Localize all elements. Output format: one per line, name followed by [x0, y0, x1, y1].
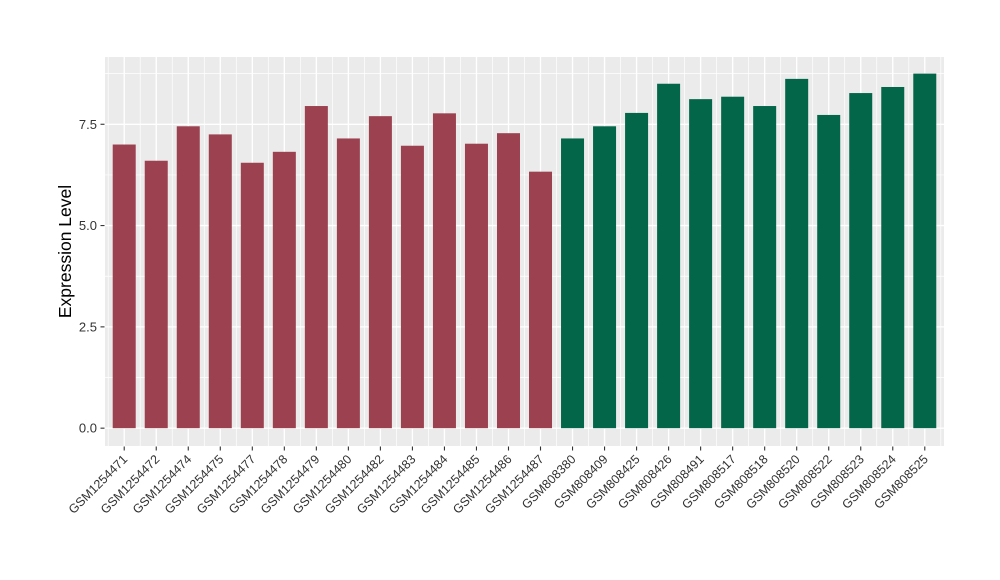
bar-GSM1254479: [304, 106, 328, 429]
bar-GSM808520: [785, 78, 809, 429]
y-tick-label: 2.5: [79, 319, 97, 334]
bar-GSM1254471: [112, 144, 136, 429]
bar-GSM808380: [561, 138, 585, 429]
bar-GSM808524: [881, 86, 905, 429]
bar-GSM808491: [689, 99, 713, 429]
bar-GSM808523: [849, 93, 873, 429]
bar-GSM808409: [593, 126, 617, 429]
bar-GSM1254475: [208, 134, 232, 429]
bar-GSM1254480: [336, 138, 360, 429]
bar-GSM1254482: [368, 116, 392, 429]
bar-GSM1254487: [529, 171, 553, 429]
y-tick-label: 5.0: [79, 218, 97, 233]
bar-GSM808425: [625, 112, 649, 429]
bar-GSM808518: [753, 106, 777, 429]
bar-GSM1254485: [464, 143, 488, 429]
bar-GSM808525: [913, 73, 937, 429]
bar-GSM1254474: [176, 126, 200, 429]
y-axis-title: Expression Level: [55, 185, 75, 318]
bar-GSM1254478: [272, 151, 296, 429]
y-tick-label: 7.5: [79, 117, 97, 132]
bar-GSM1254486: [496, 133, 520, 429]
bar-GSM1254472: [144, 160, 168, 429]
bar-GSM808426: [657, 83, 681, 429]
y-tick-label: 0.0: [79, 421, 97, 436]
bar-GSM1254484: [432, 113, 456, 429]
bar-GSM808522: [817, 114, 841, 429]
bar-GSM808517: [721, 96, 745, 429]
bar-GSM1254477: [240, 162, 264, 429]
bar-GSM1254483: [400, 145, 424, 429]
